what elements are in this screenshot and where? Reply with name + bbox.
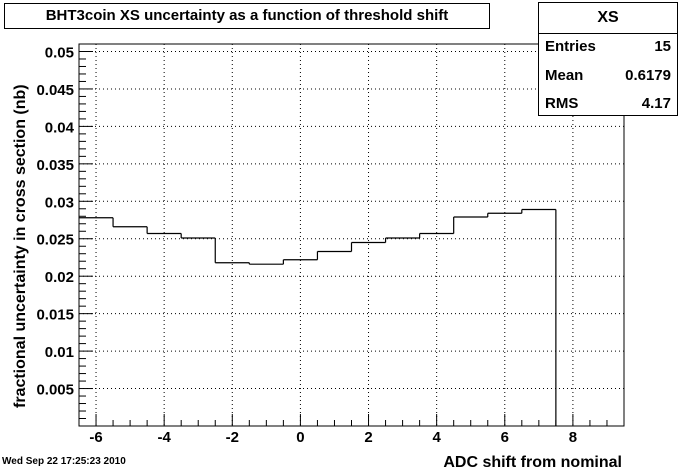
timestamp: Wed Sep 22 17:25:23 2010 <box>2 456 126 467</box>
stats-entries-label: Entries <box>545 38 596 55</box>
stats-mean-value: 0.6179 <box>625 67 671 84</box>
stats-rms-value: 4.17 <box>641 95 671 112</box>
x-tick-label: -4 <box>157 429 171 446</box>
stats-row-mean: Mean 0.6179 <box>545 64 671 88</box>
y-axis-label: fractional uncertainty in cross section … <box>12 84 29 408</box>
y-tick-label: 0.02 <box>45 269 74 286</box>
histogram-series <box>79 208 557 426</box>
tick-labels: -6 -4 -2 0 2 4 6 8 0.005 0.01 0.015 0.02 0.025 0.03 0.… <box>36 44 577 446</box>
axis-ticks <box>78 43 625 426</box>
stats-mean-label: Mean <box>545 67 584 84</box>
stats-entries-value: 15 <box>654 38 671 55</box>
x-tick-label: 0 <box>296 429 304 446</box>
y-tick-label: 0.03 <box>45 194 74 211</box>
y-tick-label: 0.01 <box>45 344 74 361</box>
y-tick-label: 0.045 <box>36 82 74 99</box>
x-tick-label: 6 <box>501 429 509 446</box>
grid-lines <box>79 44 624 426</box>
x-axis-label: ADC shift from nominal <box>443 454 622 470</box>
stats-box: XS Entries 15 Mean 0.6179 RMS 4.17 <box>538 2 678 116</box>
stats-rms-label: RMS <box>545 95 579 112</box>
y-tick-label: 0.05 <box>45 44 74 61</box>
x-tick-label: -6 <box>89 429 102 446</box>
chart-title: BHT3coin XS uncertainty as a function of… <box>4 3 490 29</box>
stats-row-entries: Entries 15 <box>545 35 671 59</box>
stats-row-rms: RMS 4.17 <box>545 92 671 116</box>
x-tick-label: -2 <box>226 429 239 446</box>
y-tick-label: 0.035 <box>36 157 74 174</box>
stats-title: XS <box>539 3 677 34</box>
x-tick-label: 4 <box>432 429 441 446</box>
y-tick-label: 0.015 <box>36 307 74 324</box>
x-tick-label: 8 <box>569 429 577 446</box>
y-tick-label: 0.025 <box>36 232 74 249</box>
y-tick-label: 0.005 <box>36 382 74 399</box>
x-tick-label: 2 <box>364 429 372 446</box>
y-tick-label: 0.04 <box>45 119 75 136</box>
